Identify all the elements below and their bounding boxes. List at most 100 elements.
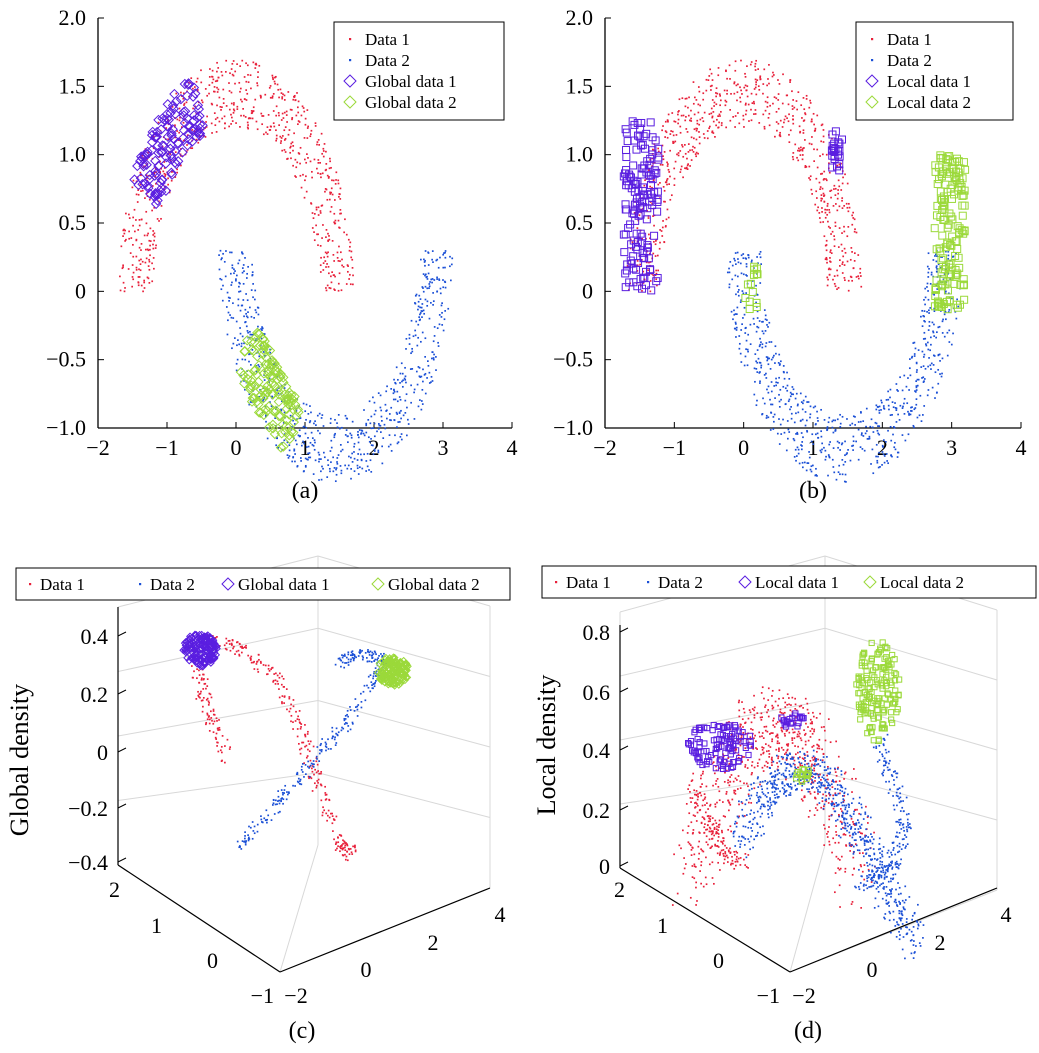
data-point bbox=[138, 268, 140, 271]
data-point bbox=[426, 300, 429, 303]
data-point bbox=[881, 451, 884, 453]
data-point bbox=[774, 135, 776, 138]
data-point bbox=[801, 154, 804, 156]
data-point bbox=[277, 790, 280, 792]
data-point bbox=[664, 200, 666, 203]
data-point bbox=[426, 304, 429, 307]
data-point bbox=[340, 834, 342, 837]
data-point bbox=[309, 133, 312, 135]
data-point bbox=[438, 314, 441, 316]
data-point bbox=[244, 831, 246, 834]
data-point bbox=[843, 225, 845, 228]
data-point bbox=[829, 741, 832, 744]
data-point bbox=[788, 731, 791, 734]
data-point bbox=[299, 417, 302, 419]
data-point bbox=[340, 469, 343, 472]
data-point bbox=[779, 363, 781, 365]
diamond-marker bbox=[282, 393, 293, 405]
data-point bbox=[149, 254, 151, 257]
data-point bbox=[735, 313, 738, 316]
data-point bbox=[773, 420, 775, 423]
data-point bbox=[308, 777, 310, 780]
data-point bbox=[739, 100, 742, 103]
data-point bbox=[299, 457, 302, 459]
data-point bbox=[678, 98, 681, 101]
diamond-marker bbox=[150, 189, 161, 200]
data-point bbox=[418, 366, 421, 369]
legend-label: Data 2 bbox=[887, 51, 932, 70]
data-point bbox=[306, 127, 309, 129]
data-point bbox=[291, 141, 294, 144]
data-point bbox=[282, 802, 284, 805]
data-point bbox=[294, 439, 297, 442]
data-point bbox=[120, 245, 123, 248]
series-global-data-1 bbox=[129, 78, 208, 210]
data-point bbox=[206, 718, 209, 721]
data-point bbox=[325, 236, 327, 239]
data-point bbox=[214, 124, 217, 127]
data-point bbox=[329, 191, 331, 194]
square-marker bbox=[629, 278, 638, 287]
data-point bbox=[235, 362, 238, 365]
data-point bbox=[328, 799, 331, 802]
data-point bbox=[730, 310, 733, 313]
data-point bbox=[797, 751, 799, 754]
data-point bbox=[852, 440, 855, 443]
grid-line bbox=[317, 772, 491, 818]
data-point bbox=[924, 320, 926, 323]
data-point bbox=[353, 710, 356, 712]
data-point bbox=[876, 461, 879, 464]
data-point bbox=[398, 421, 401, 423]
data-point bbox=[145, 177, 148, 180]
data-point bbox=[926, 394, 929, 397]
data-point bbox=[247, 73, 249, 76]
data-point bbox=[337, 454, 340, 456]
data-point bbox=[152, 234, 155, 236]
data-point bbox=[404, 378, 407, 381]
data-point bbox=[756, 256, 758, 258]
data-point bbox=[163, 167, 166, 169]
data-point bbox=[135, 266, 138, 269]
data-point bbox=[684, 105, 687, 108]
data-point bbox=[901, 389, 904, 392]
data-point bbox=[324, 169, 327, 172]
data-point bbox=[223, 115, 226, 118]
data-point bbox=[430, 381, 432, 384]
data-point bbox=[927, 365, 929, 368]
data-point bbox=[146, 234, 149, 237]
data-point bbox=[704, 876, 707, 879]
data-point bbox=[875, 443, 878, 446]
data-point bbox=[809, 178, 812, 181]
data-point bbox=[744, 113, 747, 116]
diamond-marker bbox=[258, 409, 270, 421]
data-point bbox=[319, 245, 322, 247]
data-point bbox=[822, 221, 825, 223]
data-point bbox=[852, 415, 855, 418]
data-point bbox=[672, 140, 674, 143]
data-point bbox=[822, 192, 825, 195]
data-point bbox=[287, 457, 290, 459]
data-point bbox=[324, 260, 327, 262]
data-point bbox=[821, 207, 823, 209]
data-point bbox=[841, 459, 844, 461]
square-marker bbox=[941, 262, 950, 271]
data-point bbox=[679, 125, 682, 128]
data-point bbox=[128, 230, 130, 233]
data-point bbox=[431, 380, 434, 382]
data-point bbox=[758, 372, 761, 374]
data-point bbox=[356, 464, 359, 467]
data-point bbox=[769, 104, 771, 107]
data-point bbox=[405, 393, 408, 396]
data-point bbox=[332, 818, 335, 820]
data-point bbox=[122, 266, 124, 268]
data-point bbox=[143, 279, 146, 282]
data-point bbox=[765, 417, 768, 419]
data-point bbox=[372, 683, 375, 685]
y-tick-label: 2 bbox=[614, 877, 625, 902]
data-point bbox=[242, 264, 245, 266]
data-point bbox=[834, 285, 837, 288]
data-point bbox=[348, 848, 350, 851]
data-point bbox=[818, 747, 821, 750]
data-point bbox=[279, 88, 282, 91]
data-point bbox=[311, 790, 314, 792]
